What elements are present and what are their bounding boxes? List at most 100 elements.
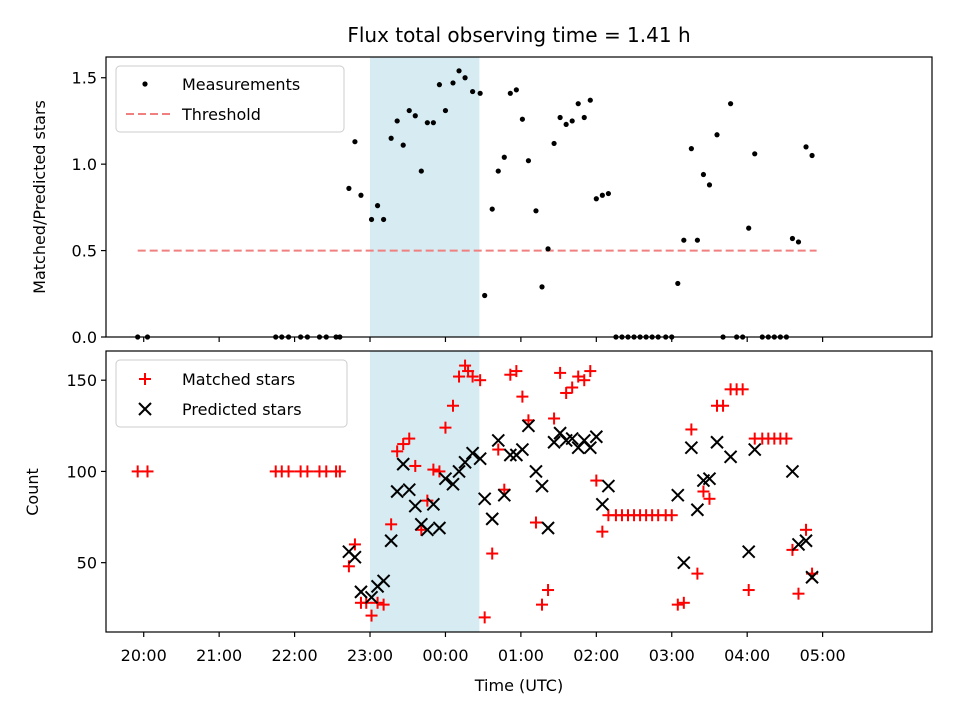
predicted-star-point [376, 574, 391, 588]
measurement-point [477, 90, 483, 96]
measurement-point [545, 246, 551, 252]
measurement-point [394, 118, 400, 124]
matched-star-point [365, 609, 378, 622]
bottom-x-tick-label: 00:00 [422, 646, 468, 665]
bottom-x-tick-label: 22:00 [272, 646, 318, 665]
matched-star-point [780, 432, 793, 445]
predicted-star-point [384, 534, 398, 548]
measurement-point [675, 280, 681, 287]
predicted-star-point [595, 497, 610, 511]
predicted-star-point [438, 472, 453, 486]
bottom-x-tick-label: 05:00 [800, 646, 846, 665]
matched-star-point [685, 423, 698, 436]
predicted-star-point [805, 570, 819, 584]
measurement-point [442, 107, 449, 114]
bottom-marks [131, 359, 819, 624]
measurement-point [525, 158, 532, 164]
matched-star-point [697, 485, 710, 498]
measurement-point [557, 114, 563, 121]
predicted-star-point [348, 550, 362, 564]
top-y-tick-label: 1.5 [72, 69, 97, 88]
matched-star-point [409, 459, 422, 472]
measurement-point [533, 208, 539, 214]
measurement-point [462, 75, 468, 81]
measurement-point [368, 216, 375, 223]
predicted-star-point [723, 450, 738, 464]
predicted-star-point [408, 499, 422, 513]
measurement-point [406, 107, 412, 114]
bottom-x-axis-label: Time (UTC) [474, 676, 563, 695]
top-y-tick-label: 0.0 [72, 328, 97, 347]
top-highlight-span [370, 57, 480, 337]
predicted-star-point [565, 431, 579, 446]
predicted-star-point [535, 479, 549, 493]
measurement-point [605, 190, 611, 197]
matched-star-point [717, 399, 730, 412]
matched-star-point [486, 547, 499, 560]
measurement-point [575, 101, 581, 107]
predicted-star-point [503, 448, 518, 462]
predicted-star-point [485, 512, 499, 526]
measurement-point [803, 144, 809, 150]
measurement-point [489, 206, 495, 212]
matched-star-point [474, 374, 487, 387]
predicted-star-point [677, 555, 691, 570]
legend-predicted-marker [138, 402, 152, 416]
predicted-star-point [446, 477, 460, 491]
measurement-point [400, 142, 406, 148]
measurement-point [700, 171, 707, 178]
matched-star-point [385, 518, 398, 531]
top-marks [135, 68, 817, 340]
predicted-star-point [799, 534, 813, 548]
bottom-x-tick-label: 04:00 [724, 646, 770, 665]
matched-star-point [691, 567, 704, 580]
predicted-star-point [741, 545, 756, 559]
matched-star-point [554, 366, 567, 379]
predicted-star-point [458, 455, 472, 470]
predicted-star-point [690, 503, 705, 517]
measurement-point [789, 235, 796, 242]
bottom-x-ticks: 20:00 21:00 22:00 23:00 00:00 01:00 02:00 03:00… [121, 632, 846, 665]
matched-star-point [703, 492, 716, 505]
predicted-star-point [791, 537, 806, 552]
predicted-star-point [473, 451, 487, 466]
measurement-point [358, 192, 364, 198]
bottom-y-ticks: 50 100 150 [66, 371, 106, 573]
matched-star-point [596, 525, 609, 538]
measurement-point [412, 113, 418, 119]
measurement-point [450, 80, 456, 86]
bottom-axes: 50 100 150 20:00 21:00 22:00 23:00 00:00 01:00 0… [23, 350, 933, 695]
predicted-star-point [684, 441, 699, 455]
matched-star-point [439, 421, 452, 434]
bottom-highlight-span [370, 351, 480, 632]
bottom-x-tick-label: 23:00 [347, 646, 393, 665]
measurement-point [424, 120, 430, 126]
predicted-star-point [426, 497, 441, 511]
legend-matched-label: Matched stars [182, 370, 295, 389]
measurement-point [752, 151, 758, 157]
bottom-y-tick-label: 150 [66, 371, 97, 390]
measurement-point [581, 114, 587, 121]
measurement-point [809, 152, 815, 159]
matched-star-point [301, 465, 314, 478]
bottom-x-tick-label: 02:00 [573, 646, 619, 665]
matched-star-point [665, 509, 678, 522]
measurement-point [513, 87, 519, 93]
bottom-x-tick-label: 03:00 [649, 646, 695, 665]
measurement-point [436, 82, 443, 88]
measurement-point [795, 239, 802, 245]
predicted-star-point [541, 521, 555, 535]
matched-star-point [446, 399, 459, 412]
bottom-legend-box [115, 359, 348, 428]
measurement-point [456, 68, 462, 74]
matched-star-point [478, 611, 491, 624]
matched-star-point [516, 390, 529, 403]
matched-star-point [548, 412, 561, 425]
measurement-point [714, 132, 720, 138]
legend-matched-marker [139, 373, 151, 385]
predicted-star-point [477, 492, 492, 506]
measurement-point [380, 216, 387, 223]
matched-star-point [421, 494, 434, 507]
measurement-point [501, 154, 507, 160]
